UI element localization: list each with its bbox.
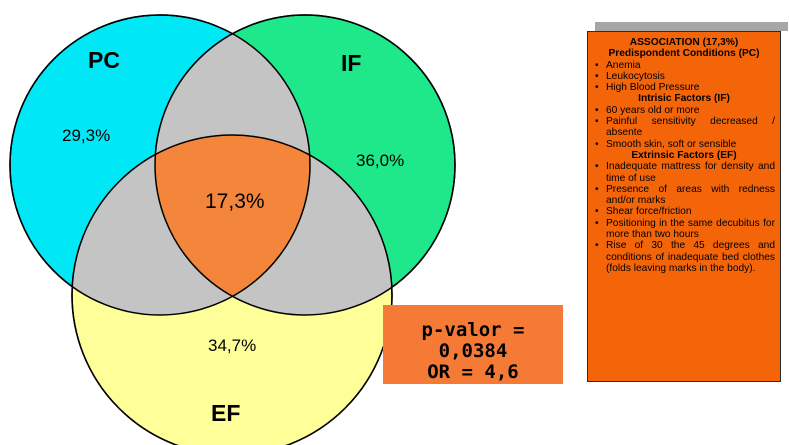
panel-title: ASSOCIATION (17,3%) xyxy=(629,37,739,48)
venn-outlines xyxy=(9,14,456,445)
p-value-text: p-valor = 0,0384 xyxy=(421,319,525,362)
list-item: Shear force/friction xyxy=(593,206,775,218)
odds-ratio-text: OR = 4,6 xyxy=(427,361,519,383)
set-label-ef: EF xyxy=(211,400,241,426)
association-panel: ASSOCIATION (17,3%) Predispondent Condit… xyxy=(587,31,781,382)
set-label-if: IF xyxy=(341,50,362,76)
value-ef: 34,7% xyxy=(208,336,257,355)
panel-shadow-bar xyxy=(595,22,788,31)
list-item: Inadequate mattress for density and time… xyxy=(593,161,775,184)
venn-overlaps xyxy=(72,15,392,315)
list-item: Smooth skin, soft or sensible xyxy=(593,139,775,151)
list-ef: Inadequate mattress for density and time… xyxy=(593,161,775,274)
list-if: 60 years old or more Painful sensitivity… xyxy=(593,105,775,150)
venn-diagram xyxy=(9,14,456,445)
list-item: Positioning in the same decubitus for mo… xyxy=(593,218,775,241)
list-item: 60 years old or more xyxy=(593,105,775,117)
value-if: 36,0% xyxy=(356,151,405,170)
section-heading-pc: Predispondent Conditions (PC) xyxy=(608,48,760,60)
list-item: High Blood Pressure xyxy=(593,82,775,94)
overlap-center xyxy=(155,135,310,315)
section-heading-ef: Extrinsic Factors (EF) xyxy=(631,149,737,161)
list-item: Rise of 30 the 45 degrees and conditions… xyxy=(593,240,775,274)
section-heading-if: Intrisic Factors (IF) xyxy=(638,93,730,105)
list-item: Leukocytosis xyxy=(593,71,775,83)
value-center: 17,3% xyxy=(205,190,265,213)
list-item: Presence of areas with redness and/or ma… xyxy=(593,184,775,207)
stats-box: p-valor = 0,0384 OR = 4,6 xyxy=(383,305,563,384)
list-item: Anemia xyxy=(593,60,775,72)
value-pc: 29,3% xyxy=(62,126,111,145)
list-pc: Anemia Leukocytosis High Blood Pressure xyxy=(593,60,775,94)
set-label-pc: PC xyxy=(88,47,120,73)
list-item: Painful sensitivity decreased / absente xyxy=(593,116,775,139)
